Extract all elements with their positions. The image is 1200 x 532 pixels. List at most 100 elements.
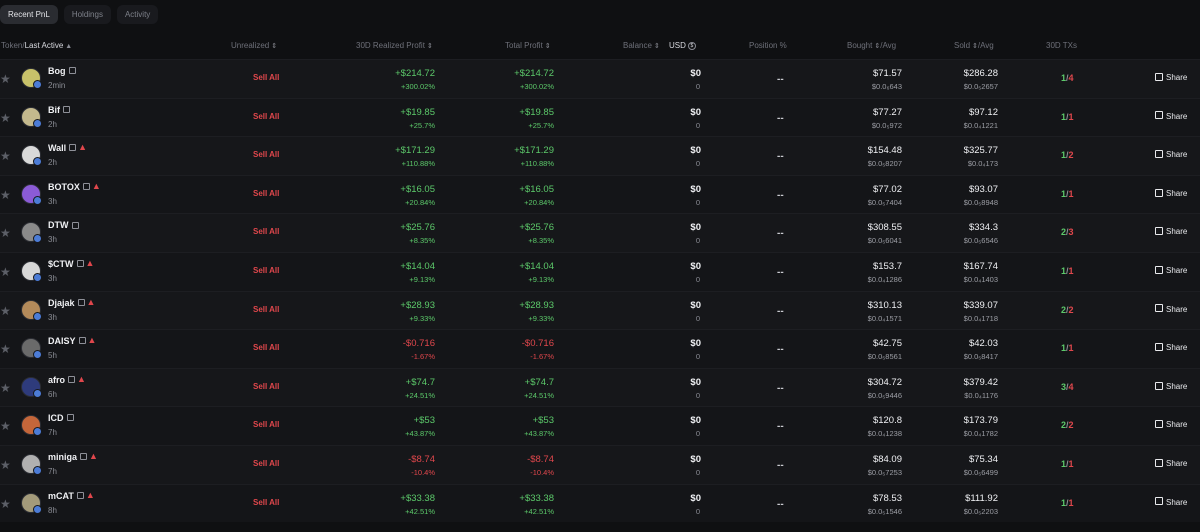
copy-icon[interactable]	[76, 260, 84, 268]
token-avatar	[21, 453, 42, 475]
sold-value: $167.74	[963, 260, 998, 272]
header-realized-profit[interactable]: 30D Realized Profit ⇕	[356, 41, 433, 50]
sell-all-button[interactable]: Sell All	[253, 343, 280, 353]
copy-icon[interactable]	[66, 414, 74, 422]
sell-all-button[interactable]: Sell All	[253, 227, 280, 237]
star-icon[interactable]: ★	[0, 149, 11, 164]
last-active-time: 8h	[48, 505, 57, 515]
sell-all-button[interactable]: Sell All	[253, 150, 280, 160]
token-name[interactable]: Bif	[48, 105, 70, 115]
realized-profit-pct: +20.84%	[405, 197, 435, 207]
star-icon[interactable]: ★	[0, 342, 11, 357]
header-balance[interactable]: Balance ⇕	[623, 41, 660, 50]
tab-recent-pnl[interactable]: Recent PnL	[0, 5, 58, 24]
sell-all-button[interactable]: Sell All	[253, 111, 280, 121]
warning-icon: ▲	[85, 257, 95, 268]
token-name[interactable]: Wall ▲	[48, 142, 88, 154]
realized-profit-pct: -10.4%	[411, 467, 435, 477]
star-icon[interactable]: ★	[0, 419, 11, 434]
table-row[interactable]: ★ afro ▲ 6h Sell All +$74.7 +24.51% +$74.…	[0, 367, 1200, 407]
share-button[interactable]: Share	[1155, 458, 1187, 468]
sell-all-button[interactable]: Sell All	[253, 381, 280, 391]
table-row[interactable]: ★ $CTW ▲ 3h Sell All +$14.04 +9.13% +$14.…	[0, 251, 1200, 291]
share-button[interactable]: Share	[1155, 72, 1187, 82]
copy-icon[interactable]	[76, 491, 84, 499]
star-icon[interactable]: ★	[0, 496, 11, 511]
bought-avg: $0.0₅6041	[867, 236, 902, 246]
sell-all-button[interactable]: Sell All	[253, 188, 280, 198]
star-icon[interactable]: ★	[0, 457, 11, 472]
star-icon[interactable]: ★	[0, 187, 11, 202]
share-button[interactable]: Share	[1155, 420, 1187, 429]
sell-all-button[interactable]: Sell All	[253, 497, 280, 507]
token-avatar	[21, 299, 42, 321]
star-icon[interactable]: ★	[0, 72, 11, 86]
sell-all-button[interactable]: Sell All	[253, 73, 280, 82]
star-icon[interactable]: ★	[0, 380, 11, 395]
sold-value: $75.34	[968, 453, 998, 465]
tx-count: 1/1	[1061, 497, 1074, 508]
copy-icon[interactable]	[68, 67, 76, 75]
copy-icon[interactable]	[71, 221, 79, 229]
star-icon[interactable]: ★	[0, 110, 11, 125]
sort-icon: ⇕	[426, 43, 433, 50]
token-name[interactable]: Djajak ▲	[48, 296, 96, 308]
header-bought[interactable]: Bought ⇕/Avg	[847, 41, 897, 50]
copy-icon[interactable]	[68, 375, 76, 383]
sell-all-button[interactable]: Sell All	[253, 304, 280, 314]
star-icon[interactable]: ★	[0, 303, 11, 318]
share-button[interactable]: Share	[1155, 111, 1187, 121]
copy-icon[interactable]	[82, 182, 90, 190]
header-unrealized[interactable]: Unrealized ⇕	[231, 41, 278, 50]
last-active-time: 3h	[48, 196, 57, 206]
share-button[interactable]: Share	[1155, 343, 1187, 352]
table-row[interactable]: ★ mCAT ▲ 8h Sell All +$33.38 +42.51% +$33…	[0, 483, 1200, 523]
token-name[interactable]: BOTOX ▲	[48, 180, 101, 192]
copy-icon[interactable]	[78, 337, 86, 345]
table-row[interactable]: ★ DAISY ▲ 5h Sell All -$0.716 -1.67% -$0.…	[0, 329, 1200, 368]
share-button[interactable]: Share	[1155, 381, 1187, 391]
header-last-active[interactable]: Last Active	[24, 41, 64, 50]
share-button[interactable]: Share	[1155, 188, 1187, 198]
tx-buys: 2	[1061, 227, 1067, 238]
copy-icon[interactable]	[69, 144, 77, 152]
table-row[interactable]: ★ Bog 2min Sell All +$214.72 +300.02% +$…	[0, 59, 1200, 98]
token-name[interactable]: $CTW ▲	[48, 257, 95, 269]
token-name[interactable]: DAISY ▲	[48, 335, 97, 347]
table-row[interactable]: ★ Djajak ▲ 3h Sell All +$28.93 +9.33% +$2…	[0, 290, 1200, 330]
table-row[interactable]: ★ miniga ▲ 7h Sell All -$8.74 -10.4% -$8.…	[0, 444, 1200, 484]
sell-all-button[interactable]: Sell All	[253, 265, 280, 275]
total-profit-pct: +110.88%	[520, 159, 554, 169]
token-name[interactable]: miniga ▲	[48, 450, 98, 462]
token-name[interactable]: mCAT ▲	[48, 489, 95, 501]
token-name[interactable]: Bog	[48, 66, 76, 76]
table-row[interactable]: ★ BOTOX ▲ 3h Sell All +$16.05 +20.84% +$1…	[0, 174, 1200, 214]
share-button[interactable]: Share	[1155, 227, 1187, 236]
table-row[interactable]: ★ DTW 3h Sell All +$25.76 +8.35% +$25.76…	[0, 213, 1200, 252]
token-name[interactable]: DTW	[48, 220, 79, 230]
header-total-profit[interactable]: Total Profit ⇕	[505, 41, 551, 50]
share-button[interactable]: Share	[1155, 304, 1187, 314]
token-name[interactable]: afro ▲	[48, 373, 86, 385]
sell-all-button[interactable]: Sell All	[253, 420, 280, 430]
sold-avg: $0.0₅2657	[963, 82, 998, 91]
copy-icon[interactable]	[63, 105, 70, 113]
share-button[interactable]: Share	[1155, 150, 1187, 159]
table-row[interactable]: ★ Bif 2h Sell All +$19.85 +25.7% +$19.85…	[0, 97, 1200, 137]
token-name[interactable]: ICD	[48, 413, 74, 423]
star-icon[interactable]: ★	[0, 226, 11, 241]
table-row[interactable]: ★ Wall ▲ 2h Sell All +$171.29 +110.88% +$…	[0, 136, 1200, 175]
share-button[interactable]: Share	[1155, 265, 1187, 275]
copy-icon[interactable]	[77, 298, 85, 306]
sell-all-button[interactable]: Sell All	[253, 458, 280, 468]
tab-holdings[interactable]: Holdings	[63, 5, 111, 24]
star-icon[interactable]: ★	[0, 264, 11, 279]
header-usd-toggle[interactable]: USD $	[669, 41, 696, 50]
copy-icon[interactable]	[80, 453, 88, 461]
last-active-time: 2min	[48, 81, 66, 90]
tab-activity[interactable]: Activity	[116, 5, 159, 24]
header-sold[interactable]: Sold ⇕/Avg	[954, 41, 994, 50]
sort-down-icon[interactable]: ▲	[65, 43, 73, 50]
share-button[interactable]: Share	[1155, 497, 1187, 507]
table-row[interactable]: ★ ICD 7h Sell All +$53 +43.87% +$53 +43.…	[0, 406, 1200, 445]
